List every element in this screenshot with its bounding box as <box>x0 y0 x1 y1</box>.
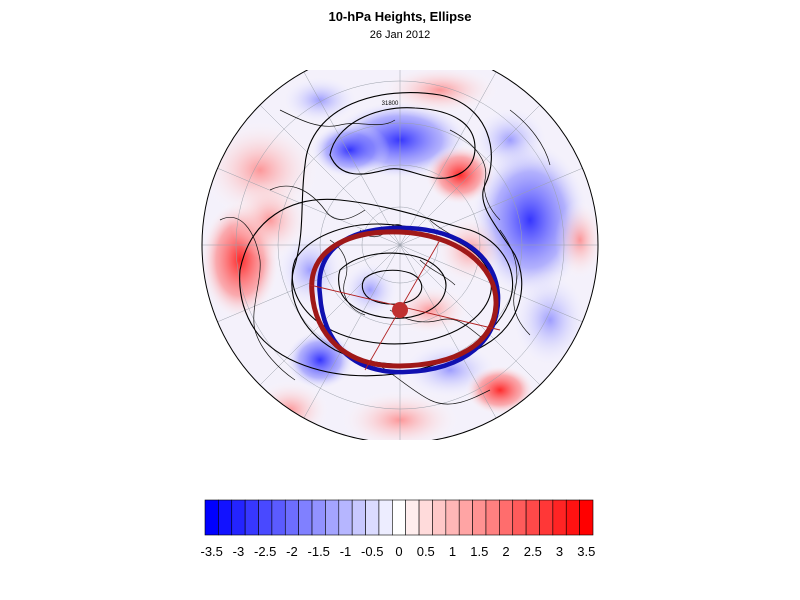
colorbar-tick-label: 1.5 <box>470 544 489 559</box>
map-title: 10-hPa Heights, Ellipse <box>328 9 472 24</box>
map-boundary <box>201 70 599 440</box>
colorbar-tick-label: -2.5 <box>254 544 277 559</box>
colorbar-bin <box>405 499 420 536</box>
colorbar-tick-label: -3 <box>232 544 245 559</box>
colorbar-bin <box>231 499 246 536</box>
colorbar-bin <box>485 499 500 536</box>
colorbar-tick-label: 0 <box>395 544 403 559</box>
colorbar-bin <box>539 499 554 536</box>
colorbar-bin <box>458 499 473 536</box>
colorbar-bin <box>284 499 299 536</box>
colorbar-bin <box>218 499 233 536</box>
colorbar-bin <box>338 499 353 536</box>
colorbar-bin <box>351 499 366 536</box>
colorbar-tick-label: 0.5 <box>416 544 435 559</box>
colorbar-bin <box>271 499 286 536</box>
colorbar-bin <box>365 499 380 536</box>
colorbar-bin <box>472 499 487 536</box>
graticule <box>202 70 598 440</box>
colorbar-tick-label: 1 <box>448 544 457 559</box>
colorbar-tick-label: -3.5 <box>200 544 223 559</box>
colorbar-bin <box>311 499 326 536</box>
reference-ellipse <box>309 229 499 369</box>
colorbar-tick-label: -0.5 <box>361 544 384 559</box>
colorbar-bin <box>432 499 447 536</box>
colorbar-tick-label: 3.5 <box>577 544 596 559</box>
colorbar-bin <box>445 499 460 536</box>
colorbar-tick-label: -1 <box>339 544 352 559</box>
colorbar-bin <box>258 499 273 536</box>
colorbar-bin <box>378 499 393 536</box>
colorbar-bin <box>204 499 219 536</box>
colorbar-bin <box>579 499 594 536</box>
colorbar-bin <box>525 499 540 536</box>
ellipse-center-marker <box>392 302 408 318</box>
colorbar-bin <box>325 499 340 536</box>
height-contours <box>239 92 523 377</box>
colorbar-tick-label: -2 <box>286 544 298 559</box>
colorbar-bin <box>298 499 313 536</box>
map-date: 26 Jan 2012 <box>369 29 431 41</box>
colorbar-bin <box>512 499 527 536</box>
colorbar-bin <box>552 499 567 536</box>
colorbar-tick-label: 3 <box>555 544 564 559</box>
contour-label: 31800 <box>382 101 399 107</box>
colorbar-bin <box>499 499 514 536</box>
colorbar-bin <box>244 499 259 536</box>
colorbar-bin <box>418 499 433 536</box>
polar-map: 31800 <box>201 70 599 440</box>
colorbar-bin <box>392 499 406 536</box>
colorbar-tick-label: 2 <box>502 544 510 559</box>
colorbar-bin <box>565 499 580 536</box>
colorbar-tick-label: 2.5 <box>523 544 542 559</box>
colorbar-tick-label: -1.5 <box>307 544 330 559</box>
colorbar <box>204 499 594 536</box>
